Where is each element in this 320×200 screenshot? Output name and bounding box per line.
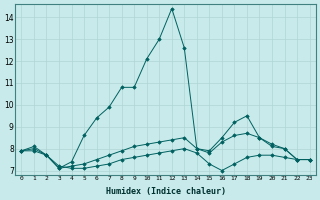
X-axis label: Humidex (Indice chaleur): Humidex (Indice chaleur) — [106, 187, 226, 196]
